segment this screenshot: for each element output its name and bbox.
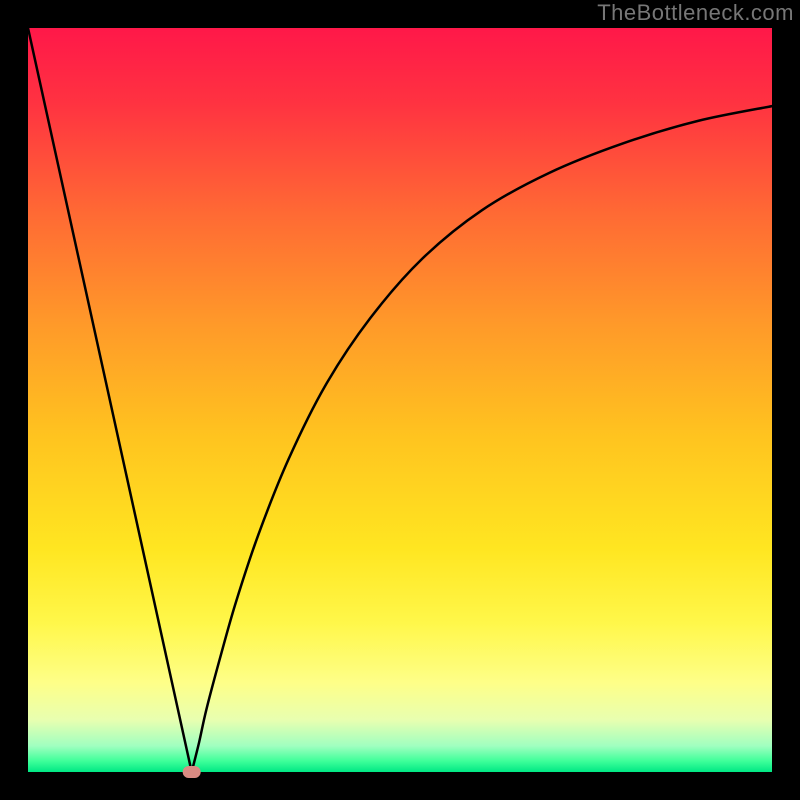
curve-layer	[28, 28, 772, 772]
bottleneck-curve	[28, 28, 772, 772]
watermark-text: TheBottleneck.com	[597, 0, 800, 26]
stage: TheBottleneck.com	[0, 0, 800, 800]
minimum-marker	[183, 766, 201, 778]
